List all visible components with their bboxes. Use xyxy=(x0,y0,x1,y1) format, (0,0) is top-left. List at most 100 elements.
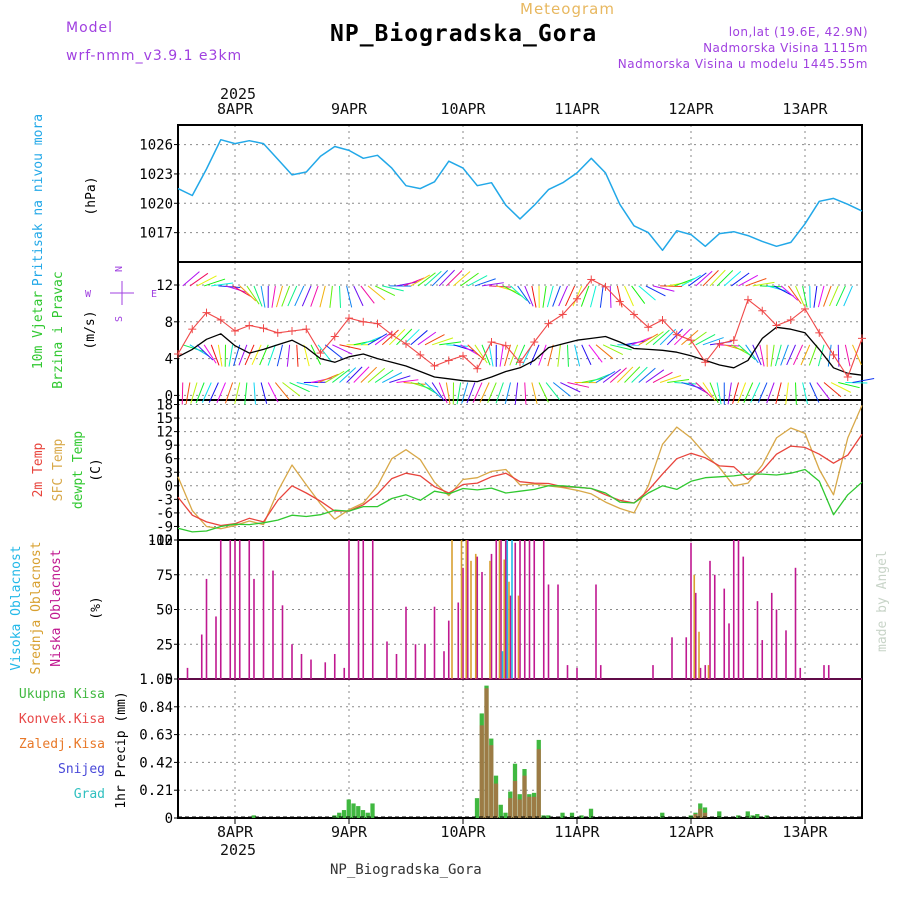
y-tick-label: 12 xyxy=(156,278,173,294)
wind-arrow xyxy=(346,285,353,308)
y-tick-label: 0.21 xyxy=(139,783,173,799)
precip-conv-bar xyxy=(527,796,532,818)
wind-arrow xyxy=(724,344,746,352)
wind-arrow xyxy=(381,329,399,346)
wind-arrow xyxy=(481,344,491,366)
wind-arrow xyxy=(852,344,862,366)
wind-arrow xyxy=(182,271,200,287)
wind-arrow xyxy=(317,344,333,363)
wind-arrow xyxy=(495,382,504,404)
top-date-label: 13APR xyxy=(782,100,828,118)
wind-arrow xyxy=(228,344,234,367)
precip-total-bar xyxy=(337,812,342,818)
meteogram-label: Meteogram xyxy=(520,0,615,18)
wind-arrow xyxy=(757,382,768,403)
wind-arrow xyxy=(403,277,425,287)
wind-arrow xyxy=(225,285,247,293)
wind-gust-markers xyxy=(174,275,866,381)
y-tick-label: -6 xyxy=(156,506,173,522)
wind-arrow xyxy=(267,344,276,366)
wind-arrow xyxy=(817,344,825,367)
precip-total-bar xyxy=(341,810,347,818)
wind-arrow xyxy=(504,382,511,405)
y-tick-label: 0 xyxy=(165,479,173,495)
top-date-label: 11APR xyxy=(554,100,600,118)
wind-arrow xyxy=(727,382,732,405)
y-tick-label: 1026 xyxy=(139,138,173,154)
precip-panel: Ukupna Kisa Konvek.Kisa Zaledj.Kisa Snij… xyxy=(19,687,129,809)
dewpt-line xyxy=(177,468,863,533)
watermark: made by Angel xyxy=(875,550,890,652)
wind-arrow xyxy=(189,344,210,357)
wind-arrow xyxy=(616,285,623,308)
precip-total-bar xyxy=(546,815,551,818)
wind-arrow xyxy=(467,275,488,287)
wind-arrow xyxy=(224,382,234,404)
wind-arrow xyxy=(645,369,665,383)
wind-arrow xyxy=(274,382,290,400)
sfc-title: SFC Temp xyxy=(51,439,66,502)
wind-arrow xyxy=(830,382,852,393)
precip-ylabel: 1hr Precip (mm) xyxy=(114,691,129,808)
wind-arrow xyxy=(474,344,488,364)
y-tick-label: 50 xyxy=(156,603,173,619)
wind-arrow xyxy=(766,382,775,404)
precip-total-bar xyxy=(474,798,480,818)
wind-arrow xyxy=(595,371,616,383)
wind-arrow xyxy=(445,382,451,405)
wind-arrow xyxy=(439,341,462,346)
wind-arrow xyxy=(681,329,699,346)
wind-arrow xyxy=(581,344,592,365)
wind-arrow xyxy=(514,382,519,405)
precip-conv-bar xyxy=(702,812,708,818)
precipitation-grid: 0 0.21 0.42 0.63 0.84 1.05 xyxy=(139,672,863,827)
wind-arrow xyxy=(467,344,485,361)
wind-arrow xyxy=(538,344,547,366)
wind-arrow xyxy=(472,382,483,403)
wind-arrow xyxy=(709,382,719,404)
y-tick-label: 0.84 xyxy=(139,700,173,716)
wind-arrow xyxy=(660,285,683,288)
wind-arrow xyxy=(617,366,634,383)
wind-arrow xyxy=(652,329,670,346)
y-tick-label: 1.05 xyxy=(139,672,173,688)
precip-total-bar xyxy=(346,799,351,818)
wind-arrow xyxy=(645,285,666,297)
wind-arrow xyxy=(547,344,554,367)
wind-title-line2: Brzina i Pravac xyxy=(51,271,66,388)
wind-arrow xyxy=(681,274,701,287)
station-title: NP_Biogradska_Gora xyxy=(330,21,598,47)
wind-arrow xyxy=(835,285,846,307)
precip-total-bar xyxy=(503,812,508,818)
wind-arrow xyxy=(738,274,759,287)
precip-conv-bar xyxy=(522,775,527,818)
altitude: Nadmorska Visina 1115m xyxy=(703,41,868,55)
wind-arrow xyxy=(211,282,234,287)
wind-arrow xyxy=(296,344,299,367)
wind-arrow xyxy=(488,344,494,367)
wind-arrow xyxy=(716,382,722,405)
pressure-ylabel: (hPa) xyxy=(84,176,99,215)
wind-arrow xyxy=(496,285,518,293)
wind-arrow xyxy=(324,344,343,359)
pressure-grid: 1017 1020 1023 1026 xyxy=(139,124,863,263)
temperature-panel: 2m Temp SFC Temp dewpt Temp (C) xyxy=(31,431,104,509)
y-tick-label: 1020 xyxy=(139,196,173,212)
wind-grid: 0 4 8 12 xyxy=(156,261,863,404)
wind-arrow xyxy=(276,285,283,308)
y-tick-label: 25 xyxy=(156,637,173,653)
wind-arrow xyxy=(774,344,782,367)
wind-arrow xyxy=(499,344,504,367)
wind-arrow xyxy=(382,285,404,292)
wind-arrow xyxy=(567,382,590,388)
clouds-panel: Visoka Oblacnost Srednja Oblacnost Niska… xyxy=(9,541,104,674)
wind-arrow xyxy=(624,340,647,346)
cloud-ylabel: (%) xyxy=(89,596,104,619)
y-tick-label: 1017 xyxy=(139,226,173,242)
wind-arrow xyxy=(737,382,747,404)
coordinates: lon,lat (19.6E, 42.9N) xyxy=(728,25,868,39)
wind-arrow xyxy=(410,274,431,287)
wind-arrow xyxy=(294,285,305,307)
wind-arrow xyxy=(353,339,376,346)
wind-arrow xyxy=(731,344,751,356)
